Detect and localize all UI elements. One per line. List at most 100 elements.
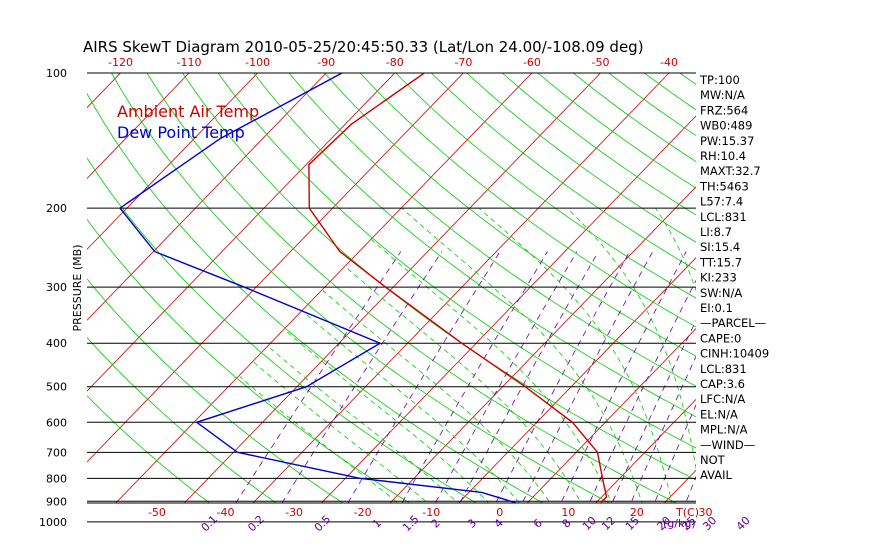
sounding-series bbox=[118, 73, 608, 503]
isotherm-line bbox=[774, 73, 870, 531]
index-entry: NOT bbox=[700, 453, 726, 467]
bottom-temp-tick-label: -30 bbox=[285, 506, 303, 519]
mixing-ratio-line bbox=[235, 251, 402, 503]
dry-adiabat-line bbox=[182, 73, 696, 481]
dry-adiabat-line bbox=[87, 92, 544, 503]
index-entry: TH:5463 bbox=[699, 179, 749, 193]
mixing-ratio-line bbox=[521, 251, 654, 503]
y-axis-label: PRESSURE (MB) bbox=[71, 245, 84, 332]
moist-adiabat-line bbox=[322, 290, 551, 503]
dry-adiabat-line bbox=[822, 73, 870, 531]
moist-adiabat-line bbox=[401, 207, 643, 503]
index-entry: —WIND— bbox=[700, 438, 755, 452]
moist-adiabat-line bbox=[566, 207, 696, 471]
index-entry: LI:8.7 bbox=[700, 225, 732, 239]
index-entry: L57:7.4 bbox=[700, 195, 743, 209]
mixing-ratio-line bbox=[588, 279, 696, 503]
chart-title: AIRS SkewT Diagram 2010-05-25/20:45:50.3… bbox=[83, 38, 644, 56]
pressure-tick-label: 400 bbox=[46, 337, 67, 350]
isotherm-line bbox=[458, 257, 696, 503]
isotherm-line bbox=[87, 73, 190, 180]
mixing-ratio-unit-label: (g/kg) bbox=[663, 517, 696, 530]
mixing-ratio-tick-label: 0.5 bbox=[312, 513, 334, 535]
index-entry: KI:233 bbox=[700, 271, 737, 285]
pressure-tick-label: 900 bbox=[46, 495, 67, 508]
mixing-ratio-tick-label: 10 bbox=[580, 514, 599, 533]
dry-adiabat-line bbox=[111, 73, 611, 503]
pressure-tick-label: 300 bbox=[46, 281, 67, 294]
dry-adiabat-line bbox=[146, 73, 678, 503]
index-entry: WB0:489 bbox=[700, 119, 752, 133]
index-entry: MAXT:32.7 bbox=[700, 164, 761, 178]
moist-adiabat-line bbox=[253, 361, 429, 503]
mixing-ratio-tick-label: 6 bbox=[531, 516, 545, 530]
dry-adiabat-line bbox=[87, 157, 477, 503]
isotherm-line bbox=[843, 73, 870, 531]
index-entry: EI:0.1 bbox=[700, 301, 733, 315]
bottom-temp-tick-label: -20 bbox=[354, 506, 372, 519]
dry-adiabat-line bbox=[359, 73, 696, 328]
index-entry: TP:100 bbox=[699, 73, 740, 87]
index-entry: EL:N/A bbox=[700, 407, 738, 421]
pressure-tick-label: 1000 bbox=[39, 516, 67, 529]
moist-adiabat-line bbox=[239, 376, 399, 503]
mixing-ratio-line bbox=[281, 251, 443, 503]
moist-adiabat-line bbox=[478, 207, 673, 503]
mixing-ratio-line bbox=[495, 251, 631, 503]
top-temp-tick-label: -100 bbox=[245, 56, 270, 69]
dew-point-temp-line bbox=[118, 73, 519, 503]
mixing-ratio-tick-label: 1.5 bbox=[400, 513, 422, 535]
index-entry: MW:N/A bbox=[700, 88, 745, 102]
isotherm-line bbox=[595, 398, 696, 503]
top-temp-tick-label: -60 bbox=[523, 56, 541, 69]
top-temp-tick-label: -120 bbox=[108, 56, 133, 69]
pressure-tick-label: 500 bbox=[46, 381, 67, 394]
pressure-tick-label: 700 bbox=[46, 446, 67, 459]
isotherm-line bbox=[0, 73, 52, 531]
bottom-temp-tick-label: -50 bbox=[148, 506, 166, 519]
isotherm-line bbox=[87, 73, 121, 109]
top-temp-tick-label: -80 bbox=[386, 56, 404, 69]
moist-adiabat-line bbox=[788, 208, 794, 531]
mixing-ratio-tick-label: 1 bbox=[370, 516, 384, 530]
index-entry: CAP:3.6 bbox=[700, 377, 745, 391]
index-entry: SI:15.4 bbox=[700, 240, 740, 254]
dry-adiabat-line bbox=[87, 395, 211, 503]
dry-adiabat-line bbox=[87, 337, 277, 503]
index-entry: LFC:N/A bbox=[700, 392, 745, 406]
pressure-tick-label: 100 bbox=[46, 67, 67, 80]
isotherm-line bbox=[115, 73, 533, 503]
mixing-ratio-tick-label: 40 bbox=[734, 514, 753, 533]
isotherm-line bbox=[183, 73, 601, 503]
index-entry: TT:15.7 bbox=[699, 255, 742, 269]
isotherm-line bbox=[320, 115, 696, 503]
pressure-tick-label: 200 bbox=[46, 202, 67, 215]
pressure-tick-label: 600 bbox=[46, 416, 67, 429]
dry-adiabat-line bbox=[395, 73, 696, 299]
mixing-ratio-line bbox=[630, 355, 696, 503]
mixing-ratio-tick-label: 3 bbox=[465, 516, 479, 530]
isotherm-line bbox=[526, 328, 696, 503]
index-entry: LCL:831 bbox=[700, 210, 747, 224]
dry-adiabat-line bbox=[430, 73, 696, 271]
dry-adiabat-line bbox=[857, 73, 870, 531]
isotherm-line bbox=[87, 73, 464, 463]
isotherm-line bbox=[87, 73, 258, 250]
dry-adiabat-line bbox=[217, 73, 696, 449]
legend-ambient-air-temp: Ambient Air Temp bbox=[117, 102, 259, 121]
index-entry: AVAIL bbox=[700, 468, 733, 482]
ambient-air-temp-line bbox=[308, 73, 608, 503]
mixing-ratio-tick-label: 0.2 bbox=[245, 513, 267, 535]
dry-adiabat-line bbox=[288, 73, 696, 387]
index-entry: PW:15.37 bbox=[700, 134, 754, 148]
top-temp-tick-label: -90 bbox=[317, 56, 335, 69]
isotherm-line bbox=[389, 186, 696, 503]
bottom-temp-tick-label: -40 bbox=[217, 506, 235, 519]
bottom-temp-tick-label: 30 bbox=[699, 506, 713, 519]
dry-adiabat-line bbox=[786, 73, 870, 531]
index-entry: LCL:831 bbox=[700, 362, 747, 376]
mixing-ratio-tick-label: 12 bbox=[599, 514, 618, 533]
